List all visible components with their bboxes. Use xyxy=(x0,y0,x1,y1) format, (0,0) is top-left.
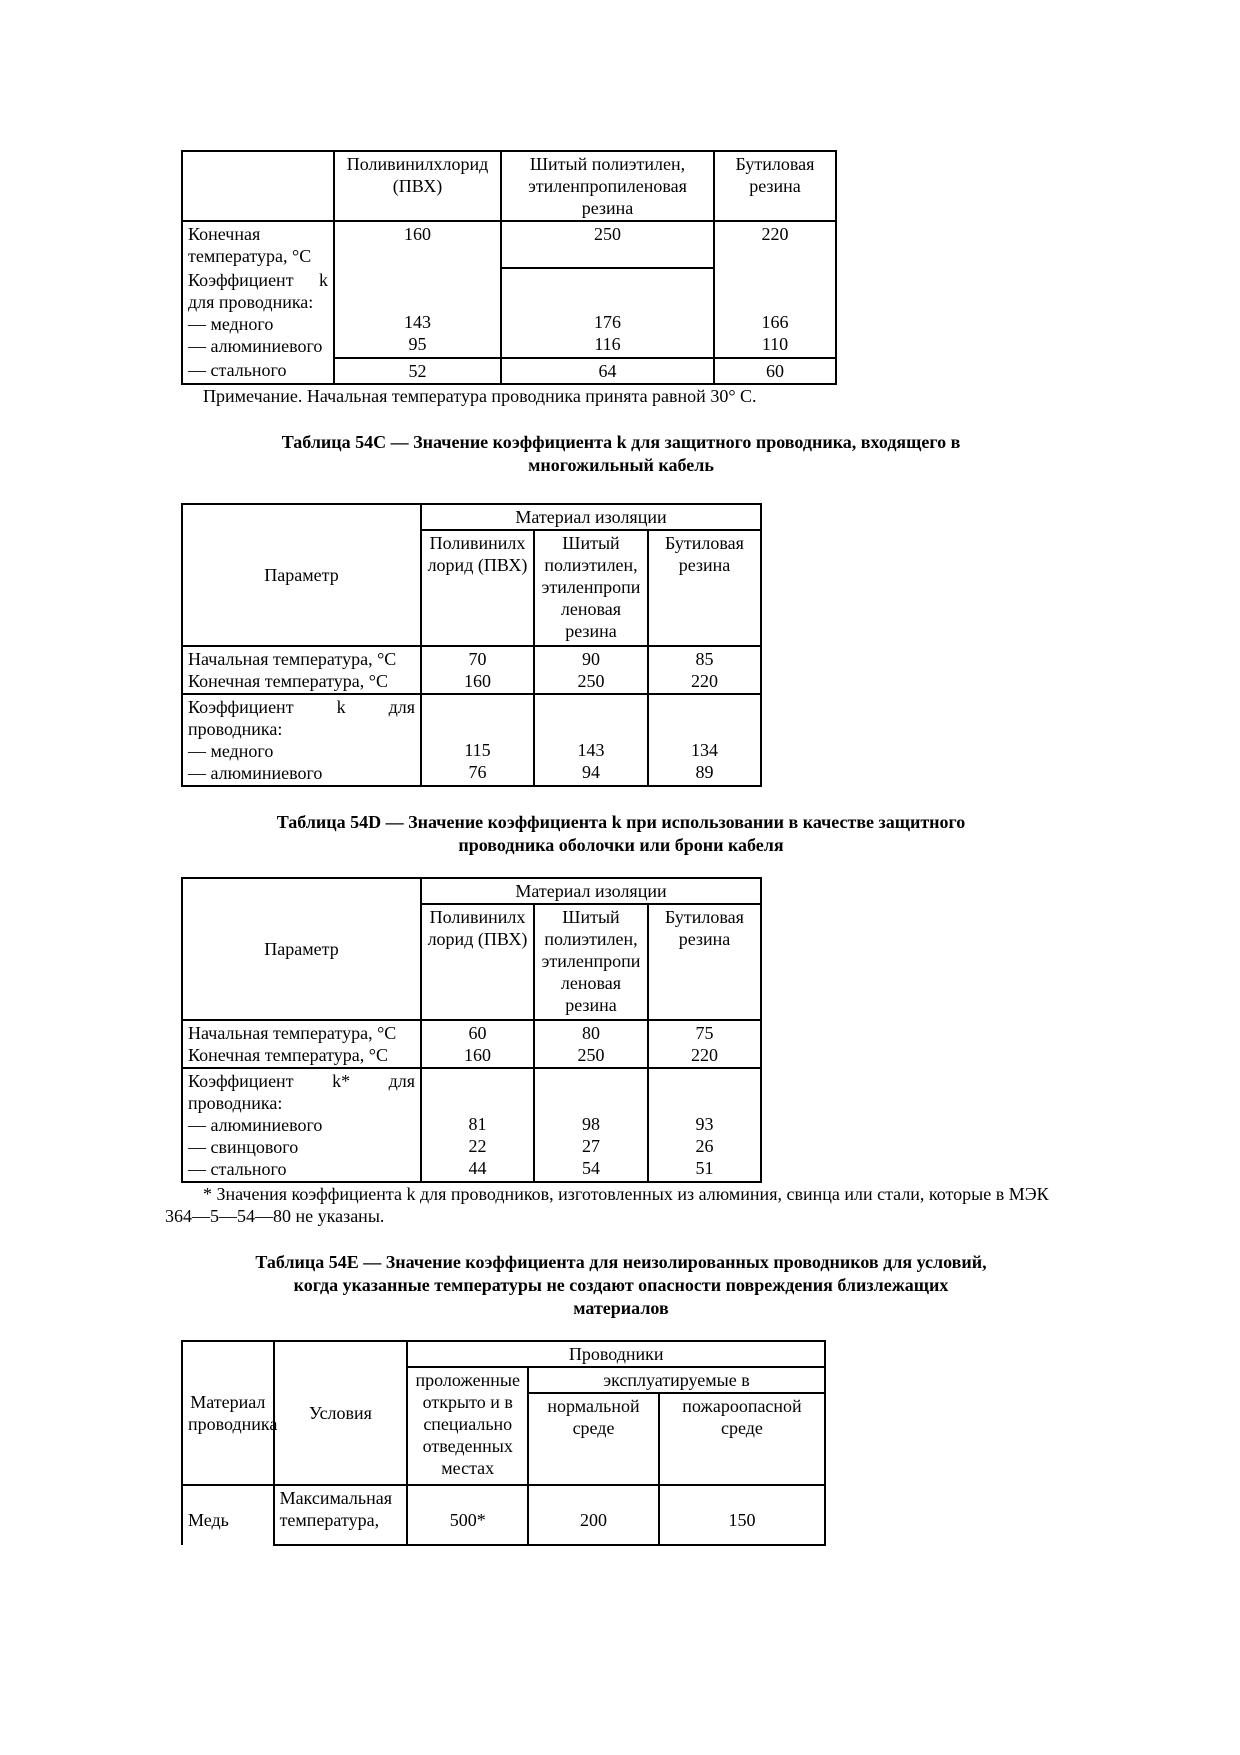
cell-condition-max-temp: Максимальная температура, xyxy=(272,1485,409,1546)
cell-value: 166 110 xyxy=(713,268,837,359)
col-header-xlpe: Шитый полиэтилен, этиленпропиленовая рез… xyxy=(500,151,715,222)
label-word: для xyxy=(388,1071,415,1091)
cell-value: 115 76 xyxy=(420,694,535,786)
cell-value: 64 xyxy=(500,358,715,384)
label-word: Коэффициент xyxy=(188,697,294,717)
table-row: — стального 52 64 60 xyxy=(181,358,837,384)
col-header-butyl: Бутиловая резина xyxy=(647,530,762,647)
table-54c: Параметр Материал изоляции Поливинилх ло… xyxy=(181,503,762,787)
conductors-header: Проводники xyxy=(406,1341,826,1368)
table-row: Поливинилх лорид (ПВХ) Шитый полиэтилен,… xyxy=(182,530,762,647)
label-line: проводника: xyxy=(188,1093,283,1113)
label-word-k: k xyxy=(319,270,328,290)
table-row: Параметр Материал изоляции xyxy=(181,878,762,1021)
cell-value: 85 220 xyxy=(647,646,762,695)
label-word: Коэффициент xyxy=(188,1071,294,1091)
row-label-final-temp: Конечная температура, °С xyxy=(181,221,335,268)
col-header-butyl: Бутиловая резина xyxy=(713,151,837,222)
operated-in-header: эксплуатируемые в xyxy=(527,1367,826,1394)
label-word-k-star: k* xyxy=(332,1071,351,1091)
table-54e-title: Таблица 54Е — Значение коэффициента для … xyxy=(255,1252,987,1318)
col-header-pvc: Поливинилх лорид (ПВХ) xyxy=(420,904,535,1021)
label-word: Коэффициент xyxy=(188,270,294,290)
row-label-steel: — стального xyxy=(181,358,335,384)
cell-value: 60 xyxy=(713,358,837,384)
table-row: Поливинилх лорид (ПВХ) Шитый полиэтилен,… xyxy=(182,904,762,1021)
col-header-pvc: Поливинилхлорид (ПВХ) xyxy=(333,151,502,222)
table-row: проложенные открыто и в специально отвед… xyxy=(182,1367,826,1486)
param-header: Параметр xyxy=(181,504,422,647)
table-row: Коэффициент k* для проводника: — алюмини… xyxy=(181,1068,762,1182)
cell-value: 52 xyxy=(333,358,502,384)
table-top-coefficients: Поливинилхлорид (ПВХ) Шитый полиэтилен, … xyxy=(181,150,837,385)
page-content: Поливинилхлорид (ПВХ) Шитый полиэтилен, … xyxy=(165,0,1077,1546)
table-row: Параметр Материал изоляции xyxy=(181,504,762,647)
col-header-butyl: Бутиловая резина xyxy=(647,904,762,1021)
cell-value: 98 27 54 xyxy=(533,1068,649,1182)
label-word-k: k xyxy=(336,697,346,717)
label-line: проводника: xyxy=(188,719,283,739)
table-row: Начальная температура, °С Конечная темпе… xyxy=(181,1020,762,1069)
cell-value: 80 250 xyxy=(533,1020,649,1069)
table-row: Поливинилхлорид (ПВХ) Шитый полиэтилен, … xyxy=(181,151,837,222)
table-54c-title: Таблица 54С — Значение коэффициента k дл… xyxy=(281,432,961,475)
col-header-fire-env: пожароопасной среде xyxy=(657,1393,827,1486)
label-lines: для проводника: — медного — алюминиевого xyxy=(188,292,323,356)
justified-line: Коэффициент k xyxy=(188,269,328,291)
table-row: Начальная температура, °С Конечная темпе… xyxy=(181,646,762,695)
table-row: Медь Максимальная температура, 500* 200 … xyxy=(181,1485,827,1546)
footnote-text: * Значения коэффициента k для проводнико… xyxy=(165,1184,1049,1226)
row-label-coefficient-k: Коэффициент k для проводника: — медного … xyxy=(181,268,335,358)
col-header-normal-env: нормальной среде xyxy=(527,1393,660,1486)
label-lines: — алюминиевого — свинцового — стального xyxy=(188,1115,323,1179)
cell-value: 134 89 xyxy=(647,694,762,786)
insulation-header: Материал изоляции xyxy=(420,504,762,531)
cell-value: 60 160 xyxy=(420,1020,535,1069)
row-label-coefficient-k-star: Коэффициент k* для проводника: — алюмини… xyxy=(181,1068,422,1182)
cell-value: 143 95 xyxy=(333,268,502,359)
table-row: Коэффициент k для проводника: — медного … xyxy=(181,694,762,786)
cell-value: 70 160 xyxy=(420,646,535,695)
empty-corner-cell xyxy=(181,151,335,222)
table-54d-title: Таблица 54D — Значение коэффициента k пр… xyxy=(276,812,966,855)
justified-line: Коэффициент k* для xyxy=(188,1070,415,1092)
material-header: Материал проводника xyxy=(181,1341,277,1486)
col-header-xlpe: Шитый полиэтилен, этиленпропи леновая ре… xyxy=(533,530,649,647)
param-header: Параметр xyxy=(181,878,422,1021)
col-header-open-laid: проложенные открыто и в специально отвед… xyxy=(406,1367,530,1486)
cell-material-copper: Медь xyxy=(181,1485,275,1545)
row-label-coefficient-k: Коэффициент k для проводника: — медного … xyxy=(181,694,422,786)
cell-value: 250 xyxy=(500,221,715,269)
table-54e: Материал проводника Условия Проводники п… xyxy=(181,1340,827,1546)
cell-value: 500* xyxy=(406,1485,530,1546)
cell-value: 200 xyxy=(527,1485,660,1546)
cell-value: 176 116 xyxy=(500,268,715,359)
label-word: для xyxy=(388,697,415,717)
note-text: Примечание. Начальная температура провод… xyxy=(203,386,757,406)
cell-value: 81 22 44 xyxy=(420,1068,535,1182)
justified-line: Коэффициент k для xyxy=(188,696,415,718)
col-header-pvc: Поливинилх лорид (ПВХ) xyxy=(420,530,535,647)
row-label-temps: Начальная температура, °С Конечная темпе… xyxy=(181,1020,422,1069)
cell-value: 93 26 51 xyxy=(647,1068,762,1182)
table-54d: Параметр Материал изоляции Поливинилх ло… xyxy=(181,877,762,1183)
cell-value: 90 250 xyxy=(533,646,649,695)
cell-value: 150 xyxy=(657,1485,827,1546)
insulation-header: Материал изоляции xyxy=(420,878,762,905)
conditions-header: Условия xyxy=(272,1341,409,1486)
table-row: нормальной среде пожароопасной среде xyxy=(182,1393,827,1486)
col-header-xlpe: Шитый полиэтилен, этиленпропи леновая ре… xyxy=(533,904,649,1021)
table-row: Материал проводника Условия Проводники xyxy=(181,1341,826,1486)
row-label-temps: Начальная температура, °С Конечная темпе… xyxy=(181,646,422,695)
table-row: Конечная температура, °С 160 250 220 xyxy=(181,221,837,269)
cell-value: 75 220 xyxy=(647,1020,762,1069)
table-row: Коэффициент k для проводника: — медного … xyxy=(181,268,837,359)
cell-value: 160 xyxy=(333,221,502,268)
cell-value: 143 94 xyxy=(533,694,649,786)
cell-value: 220 xyxy=(713,221,837,268)
label-lines: — медного — алюминиевого xyxy=(188,741,323,783)
